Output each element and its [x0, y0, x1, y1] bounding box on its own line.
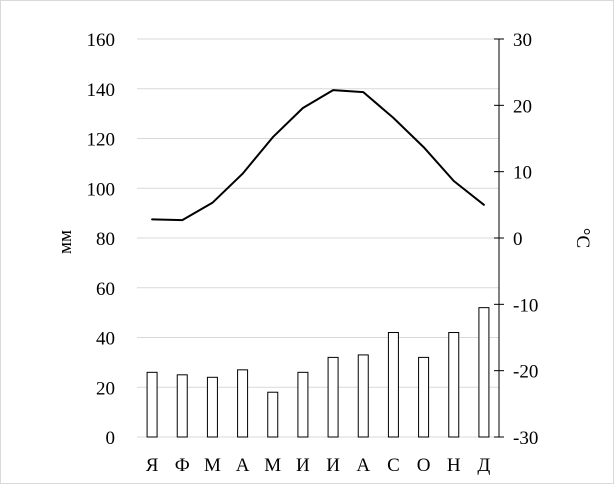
- x-tick-label: М: [264, 455, 281, 476]
- y-tick-label-right: -30: [513, 428, 538, 449]
- x-tick-label: О: [417, 455, 431, 476]
- temperature-line-series: [151, 89, 485, 222]
- x-tick-label: И: [296, 455, 310, 476]
- x-tick-label: С: [387, 455, 400, 476]
- x-tick-label: Ф: [175, 455, 190, 476]
- y-tick-label-left: 120: [87, 130, 116, 151]
- precipitation-bar: [206, 376, 218, 438]
- precipitation-bar: [448, 332, 460, 438]
- y-tick-label-right: 30: [513, 30, 532, 51]
- y-axis-left-title: мм: [55, 230, 76, 254]
- y-tick-label-left: 20: [96, 378, 115, 399]
- gridlines: [137, 38, 499, 438]
- precipitation-bar: [418, 356, 430, 438]
- precipitation-bar: [387, 332, 399, 438]
- precipitation-bars: [146, 307, 490, 438]
- y-tick-label-right: -10: [513, 295, 538, 316]
- y-tick-label-right: 0: [513, 229, 523, 250]
- y-axis-right-title: °C: [572, 228, 593, 248]
- x-tick-label: А: [236, 455, 250, 476]
- y-tick-label-left: 100: [87, 179, 116, 200]
- precipitation-bar: [146, 371, 158, 438]
- precipitation-bar: [267, 391, 279, 438]
- precipitation-bar: [357, 354, 369, 438]
- precipitation-bar: [297, 371, 309, 438]
- x-tick-label: Н: [447, 455, 461, 476]
- y-tick-label-right: 20: [513, 96, 532, 117]
- x-tick-label: И: [326, 455, 340, 476]
- x-tick-label: Я: [146, 455, 159, 476]
- precipitation-bar: [478, 307, 490, 438]
- y-tick-label-left: 160: [87, 30, 116, 51]
- x-tick-label: Д: [477, 455, 490, 476]
- y-tick-label-left: 80: [96, 229, 115, 250]
- temperature-line: [151, 89, 485, 222]
- axes: [494, 38, 504, 438]
- x-tick-label: М: [204, 455, 221, 476]
- y-tick-label-left: 60: [96, 279, 115, 300]
- precipitation-bar: [237, 369, 249, 438]
- y-tick-label-right: 10: [513, 163, 532, 184]
- precipitation-bar: [176, 374, 188, 438]
- y-tick-label-right: -20: [513, 362, 538, 383]
- y-tick-label-left: 40: [96, 329, 115, 350]
- x-tick-label: А: [356, 455, 370, 476]
- y-tick-label-left: 140: [87, 80, 116, 101]
- precipitation-bar: [327, 356, 339, 438]
- y-tick-label-left: 0: [106, 428, 116, 449]
